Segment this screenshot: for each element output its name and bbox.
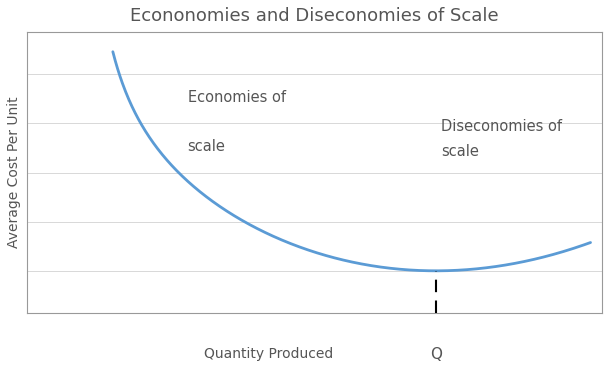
Text: Diseconomies of
scale: Diseconomies of scale <box>441 119 562 159</box>
Text: Q: Q <box>430 346 442 362</box>
Title: Econonomies and Diseconomies of Scale: Econonomies and Diseconomies of Scale <box>130 7 499 25</box>
Y-axis label: Average Cost Per Unit: Average Cost Per Unit <box>7 97 21 248</box>
Text: Quantity Produced: Quantity Produced <box>203 346 333 361</box>
Text: Economies of

scale: Economies of scale <box>188 90 286 154</box>
